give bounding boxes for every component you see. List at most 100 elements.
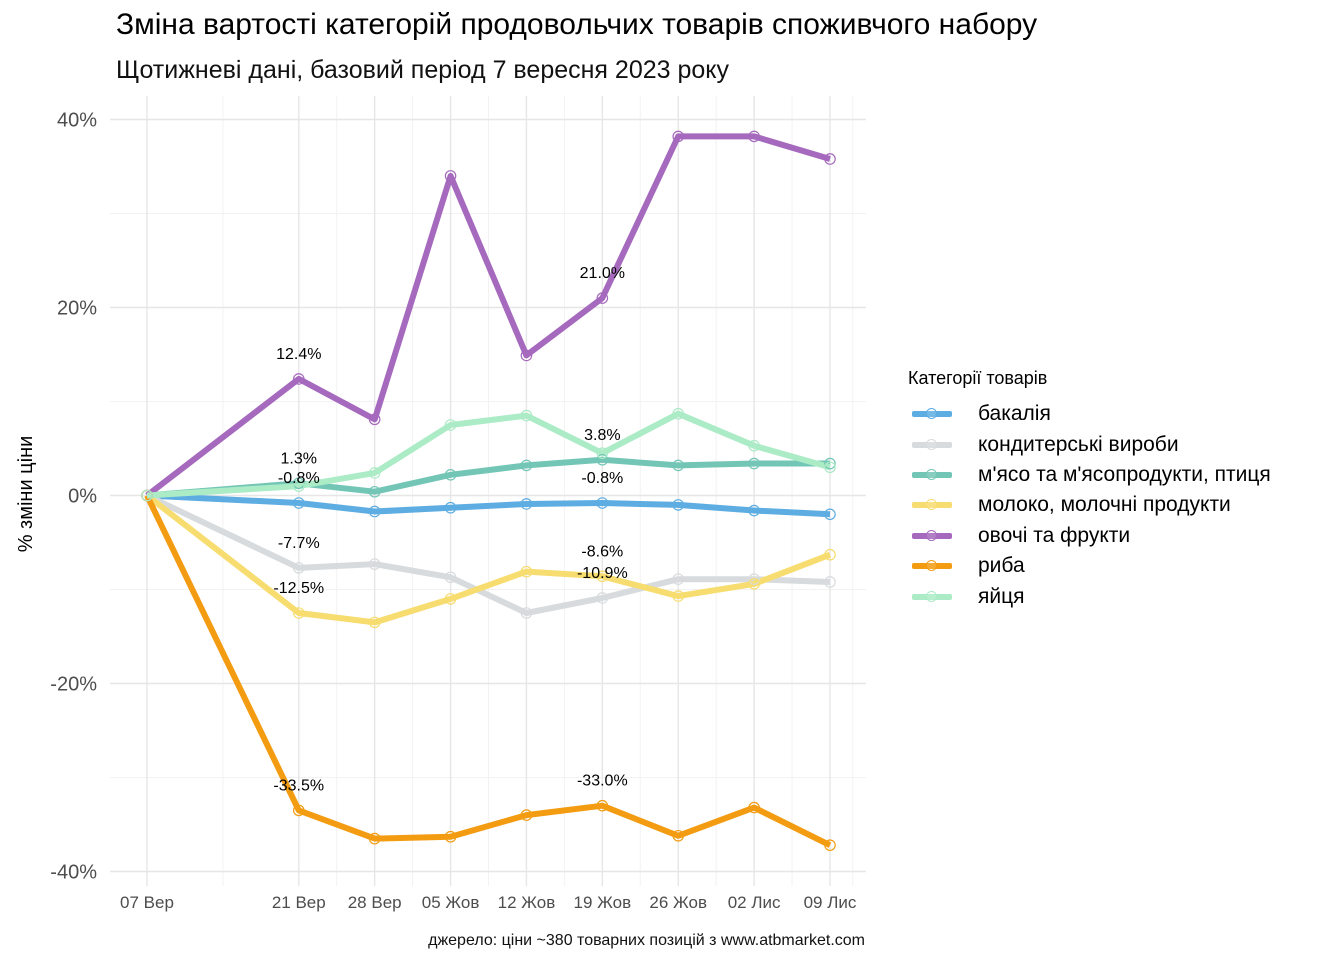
data-point-6-5: [596, 447, 609, 459]
data-point-0-3: [444, 501, 457, 514]
legend-key: [908, 582, 956, 612]
data-point-4-7: [748, 130, 760, 143]
data-point-3-2: [368, 616, 381, 629]
data-point-5-4: [520, 809, 533, 821]
data-point-4-6: [672, 130, 685, 143]
data-point-2-4: [520, 459, 533, 472]
data-point-0-6: [672, 499, 685, 511]
data-point-6-8: [824, 461, 836, 474]
data-point-5-2: [368, 832, 381, 845]
data-point-4-8: [824, 153, 836, 165]
data-point-0-7: [748, 504, 760, 517]
legend-label: кондитерські вироби: [978, 432, 1179, 456]
legend-key: [908, 521, 956, 551]
legend-label: м'ясо та м'ясопродукти, птиця: [978, 462, 1271, 486]
data-label-1: 1.3%: [281, 450, 317, 467]
data-point-4-3: [444, 170, 457, 182]
data-point-5-7: [748, 801, 760, 814]
series-points: [141, 130, 836, 851]
series-line-3: [145, 493, 832, 626]
y-tick-label: 40%: [57, 110, 97, 132]
x-tick-label: 05 Жов: [422, 893, 480, 912]
data-point-6-2: [368, 467, 381, 479]
data-point-3-6: [672, 590, 685, 602]
y-tick-label: 0%: [68, 486, 97, 508]
data-point-1-5: [596, 592, 609, 604]
y-tick-label: -40%: [50, 862, 97, 884]
x-tick-label: 21 Вер: [272, 893, 326, 912]
data-point-5-5: [596, 799, 609, 812]
data-point-3-7: [748, 578, 760, 590]
data-point-6-6: [672, 407, 685, 420]
axis-labels: -40% -20% 0% 20% 40% 07 Вер 21 Вер 28 Вер 05 Жов…: [15, 110, 857, 913]
legend-label: овочі та фрукти: [978, 523, 1131, 547]
legend-label: яйця: [978, 584, 1025, 608]
x-tick-label: 07 Вер: [120, 893, 174, 912]
legend-key: [908, 460, 956, 490]
data-point-2-1: [292, 477, 305, 490]
source-caption: джерело: ціни ~380 товарних позицій з ww…: [428, 932, 865, 949]
data-point-2-3: [444, 469, 457, 481]
data-point-4-1: [292, 373, 305, 385]
data-point-5-1: [292, 804, 305, 817]
legend-label: молоко, молочні продукти: [978, 493, 1231, 517]
data-point-0-4: [520, 498, 533, 510]
legend-item: риба: [908, 551, 1271, 581]
data-label-0: 12.4%: [276, 346, 321, 363]
chart-subtitle: Щотижневі дані, базовий період 7 вересня…: [116, 56, 730, 84]
chart-title: Зміна вартості категорій продовольчих то…: [116, 8, 1038, 41]
data-point-4-4: [520, 349, 533, 362]
data-label-3: -7.7%: [278, 535, 320, 552]
legend-item: яйця: [908, 581, 1271, 611]
series-line-1: [145, 492, 831, 616]
data-point-3-4: [520, 565, 533, 578]
legend-key: [908, 399, 956, 429]
data-labels: 12.4% 1.3% -0.8% -7.7% -12.5% -33.5% 21.0% 3.8%…: [273, 265, 627, 794]
data-point-5-3: [444, 830, 457, 843]
series-line-0: [146, 492, 831, 518]
data-point-0-2: [368, 505, 381, 518]
data-point-3-1: [292, 607, 305, 619]
y-axis-title: % зміни ціни: [15, 436, 37, 553]
data-point-3-5: [596, 570, 609, 583]
data-label-6: 21.0%: [580, 265, 625, 282]
data-point-4-2: [368, 413, 381, 426]
data-point-1-6: [672, 573, 685, 585]
legend-key: [908, 430, 956, 460]
x-tick-label: 28 Вер: [348, 893, 402, 912]
data-label-5: -33.5%: [273, 777, 324, 794]
data-label-8: -0.8%: [581, 470, 623, 487]
legend-item: бакалія: [908, 399, 1271, 429]
data-point-1-8: [824, 576, 836, 588]
data-point-5-6: [672, 829, 685, 842]
data-point-0-8: [824, 508, 836, 521]
legend-key: [908, 490, 956, 520]
data-point-2-6: [672, 459, 685, 472]
data-point-2-7: [748, 457, 760, 470]
data-point-1-1: [292, 562, 305, 574]
legend-key: [908, 551, 956, 581]
x-tick-label: 19 Жов: [574, 893, 632, 912]
x-tick-label: 09 Лис: [804, 893, 857, 912]
series-line-4: [145, 133, 831, 498]
data-point-2-8: [824, 457, 836, 470]
legend-label: риба: [978, 554, 1025, 578]
data-point-6-0: [141, 489, 153, 502]
data-point-3-8: [824, 548, 836, 561]
data-label-2: -0.8%: [278, 470, 320, 487]
y-tick-label: 20%: [57, 298, 97, 320]
data-point-1-7: [748, 573, 760, 585]
data-point-6-4: [520, 409, 533, 422]
data-point-2-5: [596, 453, 609, 466]
data-point-6-7: [748, 439, 760, 452]
data-label-11: -33.0%: [577, 773, 628, 790]
x-tick-label: 26 Жов: [649, 893, 707, 912]
legend-item: овочі та фрукти: [908, 521, 1271, 551]
data-point-1-4: [520, 607, 533, 619]
legend-item: кондитерські вироби: [908, 429, 1271, 459]
legend-title: Категорії товарів: [908, 368, 1048, 388]
data-point-5-8: [824, 839, 836, 851]
x-tick-label: 12 Жов: [498, 893, 556, 912]
x-tick-label: 02 Лис: [728, 893, 781, 912]
